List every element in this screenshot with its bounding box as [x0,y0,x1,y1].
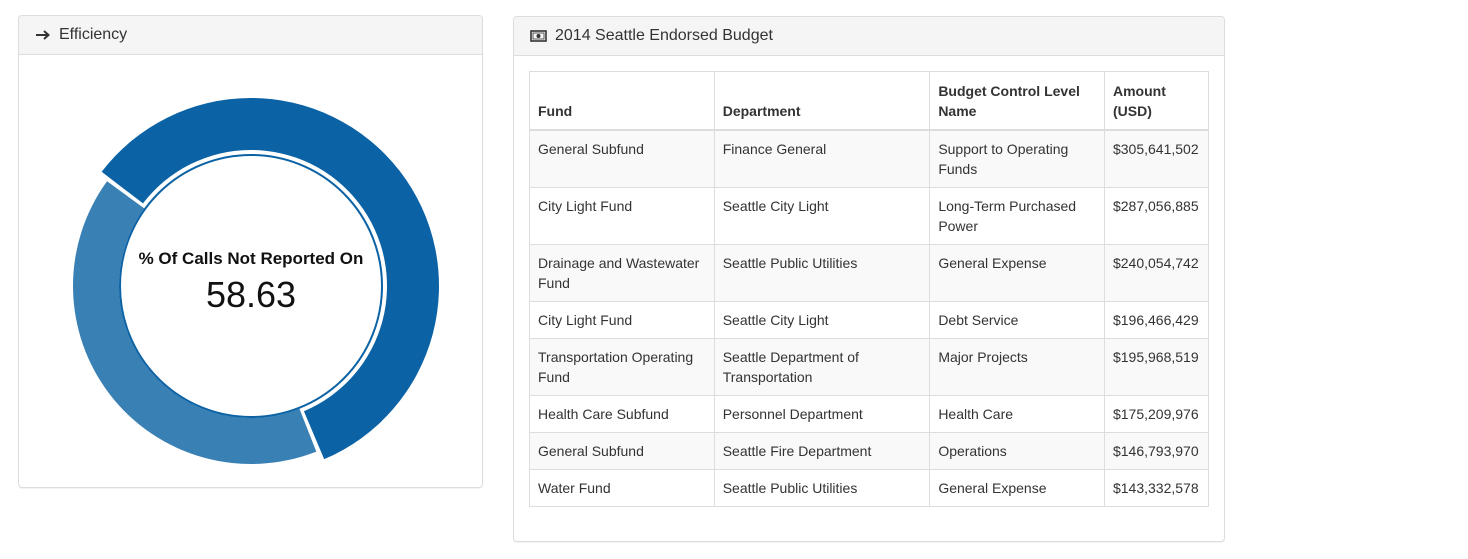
column-header-fund: Fund [529,71,715,131]
cell-department: Seattle Public Utilities [713,243,931,302]
money-icon [530,30,547,42]
donut-label: % Of Calls Not Reported On [138,249,364,268]
cell-budget-control-level: General Expense [929,468,1105,507]
cell-amount: $287,056,885 [1103,186,1210,245]
cell-department: Personnel Department [713,394,931,433]
donut-slice-remaining [73,181,317,465]
table-row: City Light Fund Seattle City Light Long-… [529,186,1210,245]
column-header-budget-control-level: Budget Control Level Name [929,71,1105,131]
budget-panel: 2014 Seattle Endorsed Budget Fund Depart… [513,16,1225,542]
donut-slice-not-reported [101,98,440,460]
budget-panel-heading: 2014 Seattle Endorsed Budget [514,17,1224,56]
cell-department: Finance General [713,129,931,188]
cell-budget-control-level: Support to Operating Funds [929,129,1105,188]
cell-department: Seattle Public Utilities [713,468,931,507]
efficiency-panel-heading: Efficiency [19,16,482,55]
cell-amount: $143,332,578 [1103,468,1210,507]
column-header-amount: Amount (USD) [1103,71,1210,131]
column-header-department: Department [713,71,931,131]
donut-chart: % Of Calls Not Reported On 58.63 [19,55,482,487]
cell-budget-control-level: Health Care [929,394,1105,433]
donut-value: 58.63 [205,274,297,315]
budget-panel-title: 2014 Seattle Endorsed Budget [555,27,773,44]
cell-fund: General Subfund [529,129,715,188]
cell-amount: $175,209,976 [1103,394,1210,433]
cell-fund: Water Fund [529,468,715,507]
efficiency-panel: Efficiency % Of Calls Not Reported On 58… [18,15,483,488]
table-row: General Subfund Seattle Fire Department … [529,431,1210,470]
cell-amount: $195,968,519 [1103,337,1210,396]
cell-department: Seattle City Light [713,300,931,339]
cell-fund: City Light Fund [529,300,715,339]
cell-amount: $240,054,742 [1103,243,1210,302]
cell-department: Seattle Fire Department [713,431,931,470]
table-row: Water Fund Seattle Public Utilities Gene… [529,468,1210,507]
cell-fund: City Light Fund [529,186,715,245]
table-header-row: Fund Department Budget Control Level Nam… [529,71,1210,131]
budget-table: Fund Department Budget Control Level Nam… [529,71,1210,507]
cell-amount: $305,641,502 [1103,129,1210,188]
table-row: General Subfund Finance General Support … [529,129,1210,188]
cell-fund: Transportation Operating Fund [529,337,715,396]
table-row: City Light Fund Seattle City Light Debt … [529,300,1210,339]
donut-chart-svg [73,98,440,465]
cell-budget-control-level: General Expense [929,243,1105,302]
table-row: Transportation Operating Fund Seattle De… [529,337,1210,396]
cell-fund: Health Care Subfund [529,394,715,433]
cell-amount: $146,793,970 [1103,431,1210,470]
arrow-right-icon [35,30,51,40]
cell-amount: $196,466,429 [1103,300,1210,339]
cell-budget-control-level: Debt Service [929,300,1105,339]
cell-budget-control-level: Major Projects [929,337,1105,396]
cell-department: Seattle Department of Transportation [713,337,931,396]
efficiency-panel-title: Efficiency [59,26,128,43]
table-row: Health Care Subfund Personnel Department… [529,394,1210,433]
cell-fund: General Subfund [529,431,715,470]
cell-department: Seattle City Light [713,186,931,245]
donut-inner-ring [119,154,383,418]
cell-budget-control-level: Long-Term Purchased Power [929,186,1105,245]
table-row: Drainage and Wastewater Fund Seattle Pub… [529,243,1210,302]
cell-fund: Drainage and Wastewater Fund [529,243,715,302]
cell-budget-control-level: Operations [929,431,1105,470]
